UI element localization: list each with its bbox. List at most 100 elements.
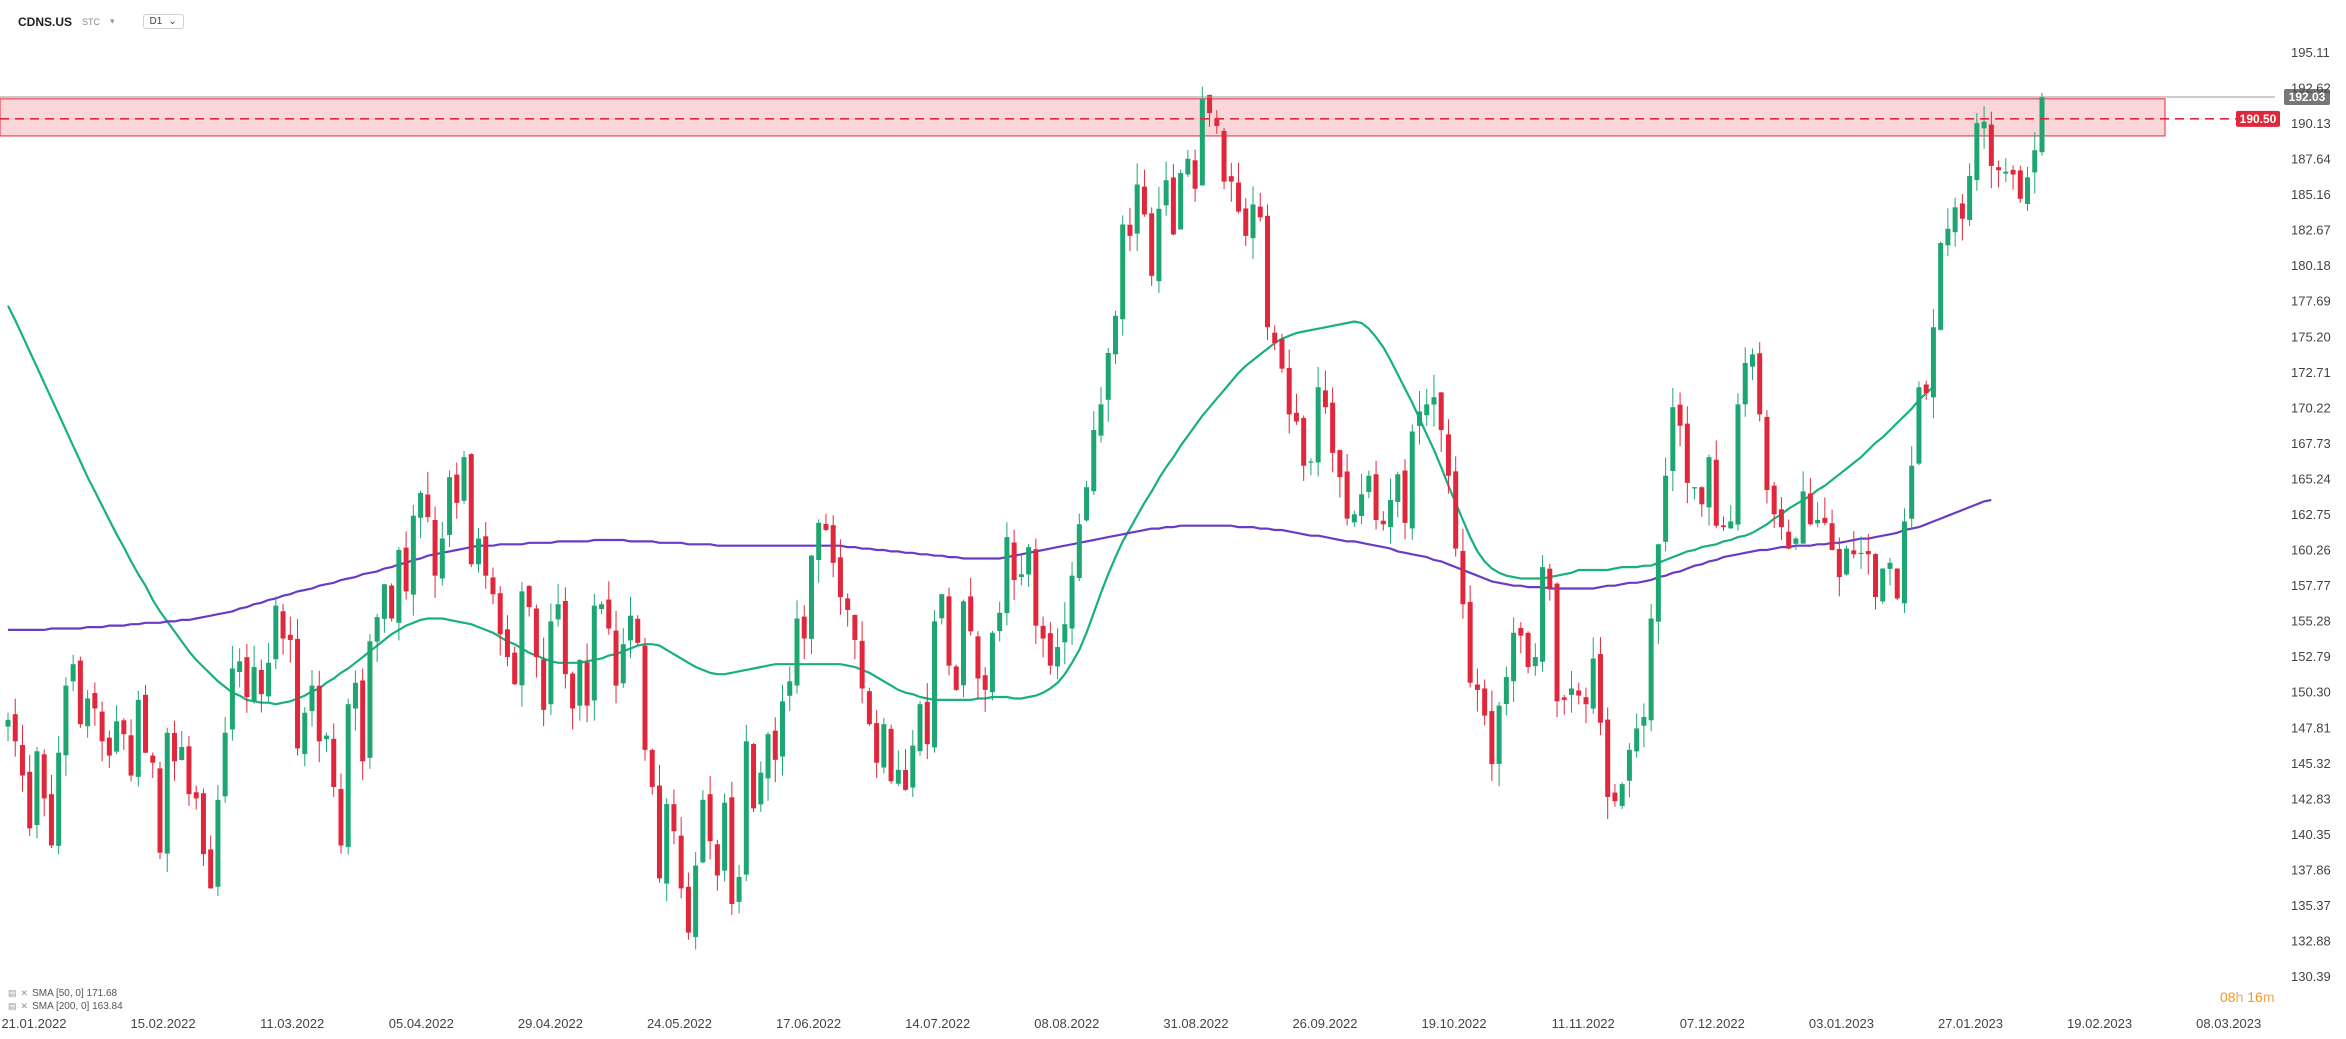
candle[interactable] <box>736 864 742 914</box>
candle[interactable] <box>331 723 337 798</box>
candle[interactable] <box>1887 558 1893 586</box>
candle[interactable] <box>881 717 887 774</box>
candle[interactable] <box>27 754 33 837</box>
candle[interactable] <box>504 615 510 667</box>
symbol-label[interactable]: CDNS.US <box>18 14 73 29</box>
candle[interactable] <box>780 684 786 776</box>
candle[interactable] <box>1272 325 1278 351</box>
candle[interactable] <box>1445 419 1451 494</box>
candle[interactable] <box>396 547 402 641</box>
candle[interactable] <box>555 583 561 627</box>
candle[interactable] <box>2017 165 2023 203</box>
candle[interactable] <box>208 835 214 889</box>
candle[interactable] <box>1583 687 1589 724</box>
candle[interactable] <box>77 656 83 728</box>
candle[interactable] <box>1091 411 1097 496</box>
candle[interactable] <box>613 610 619 704</box>
candle[interactable] <box>1829 509 1835 551</box>
candle[interactable] <box>1641 703 1647 748</box>
legend-sma50[interactable]: ▤ ✕ SMA [50, 0] 171.68 <box>8 987 123 1000</box>
candle[interactable] <box>1482 679 1488 726</box>
candle[interactable] <box>1648 603 1654 732</box>
candle[interactable] <box>1040 616 1046 658</box>
candle[interactable] <box>1416 391 1422 445</box>
candle[interactable] <box>266 643 272 702</box>
candle[interactable] <box>1308 458 1314 476</box>
candle[interactable] <box>700 790 706 864</box>
timeframe-select[interactable]: D1 ⌄ <box>142 14 184 29</box>
candle[interactable] <box>302 706 308 767</box>
candle[interactable] <box>1996 160 2002 188</box>
candle[interactable] <box>1373 460 1379 530</box>
candle[interactable] <box>895 750 901 787</box>
candle[interactable] <box>1453 456 1459 557</box>
candle[interactable] <box>1467 585 1473 688</box>
chevron-down-icon[interactable]: ▾ <box>110 16 115 26</box>
close-icon[interactable]: ✕ <box>20 1001 29 1011</box>
candle[interactable] <box>186 736 192 806</box>
candle[interactable] <box>1916 381 1922 466</box>
candle[interactable] <box>222 717 228 803</box>
candle[interactable] <box>1800 471 1806 544</box>
candle[interactable] <box>1351 510 1357 527</box>
candle[interactable] <box>1330 387 1336 473</box>
candle[interactable] <box>1894 568 1900 601</box>
candle[interactable] <box>1540 555 1546 672</box>
candle[interactable] <box>787 666 793 712</box>
candle[interactable] <box>1597 637 1603 736</box>
candle[interactable] <box>2025 166 2031 211</box>
candle[interactable] <box>801 605 807 660</box>
candle[interactable] <box>823 513 829 532</box>
candle[interactable] <box>541 637 547 727</box>
candle[interactable] <box>2032 132 2038 194</box>
candle[interactable] <box>816 519 822 583</box>
resistance-level-tag[interactable]: 190.50 <box>2236 110 2280 127</box>
candle[interactable] <box>620 628 626 688</box>
candle[interactable] <box>1047 622 1053 675</box>
candle[interactable] <box>56 736 62 855</box>
candle[interactable] <box>599 601 605 615</box>
candle[interactable] <box>1844 545 1850 576</box>
candle[interactable] <box>1873 553 1879 610</box>
candle[interactable] <box>751 742 757 813</box>
candle[interactable] <box>1069 562 1075 645</box>
candle[interactable] <box>1279 333 1285 373</box>
candle[interactable] <box>830 515 836 578</box>
candle[interactable] <box>1062 602 1068 665</box>
candle[interactable] <box>1945 208 1951 257</box>
candle[interactable] <box>1757 342 1763 422</box>
candle[interactable] <box>1778 497 1784 541</box>
candle[interactable] <box>1221 127 1227 190</box>
candle[interactable] <box>664 798 670 902</box>
candle[interactable] <box>1742 347 1748 417</box>
candle[interactable] <box>381 584 387 633</box>
candle[interactable] <box>1388 478 1394 544</box>
candle[interactable] <box>2003 158 2009 183</box>
candle[interactable] <box>309 669 315 727</box>
candle[interactable] <box>628 596 634 658</box>
candle[interactable] <box>12 698 18 757</box>
candle[interactable] <box>1626 743 1632 798</box>
candle[interactable] <box>1547 563 1553 601</box>
candle[interactable] <box>251 645 257 704</box>
candle[interactable] <box>975 631 981 700</box>
candle[interactable] <box>1749 348 1755 381</box>
candle[interactable] <box>273 596 279 670</box>
candle[interactable] <box>410 504 416 616</box>
candle[interactable] <box>48 774 54 849</box>
candle[interactable] <box>338 773 344 854</box>
candle[interactable] <box>932 610 938 753</box>
candle[interactable] <box>1207 94 1213 127</box>
candle[interactable] <box>1257 192 1263 222</box>
candle[interactable] <box>229 645 235 741</box>
candle[interactable] <box>19 724 25 792</box>
candle[interactable] <box>1901 508 1907 614</box>
candle[interactable] <box>1532 643 1538 676</box>
candle[interactable] <box>1822 497 1828 526</box>
candle[interactable] <box>1322 370 1328 414</box>
candle[interactable] <box>1988 111 1994 189</box>
candle[interactable] <box>1337 449 1343 498</box>
candle[interactable] <box>1380 511 1386 531</box>
candle[interactable] <box>5 712 11 742</box>
candle[interactable] <box>642 637 648 761</box>
